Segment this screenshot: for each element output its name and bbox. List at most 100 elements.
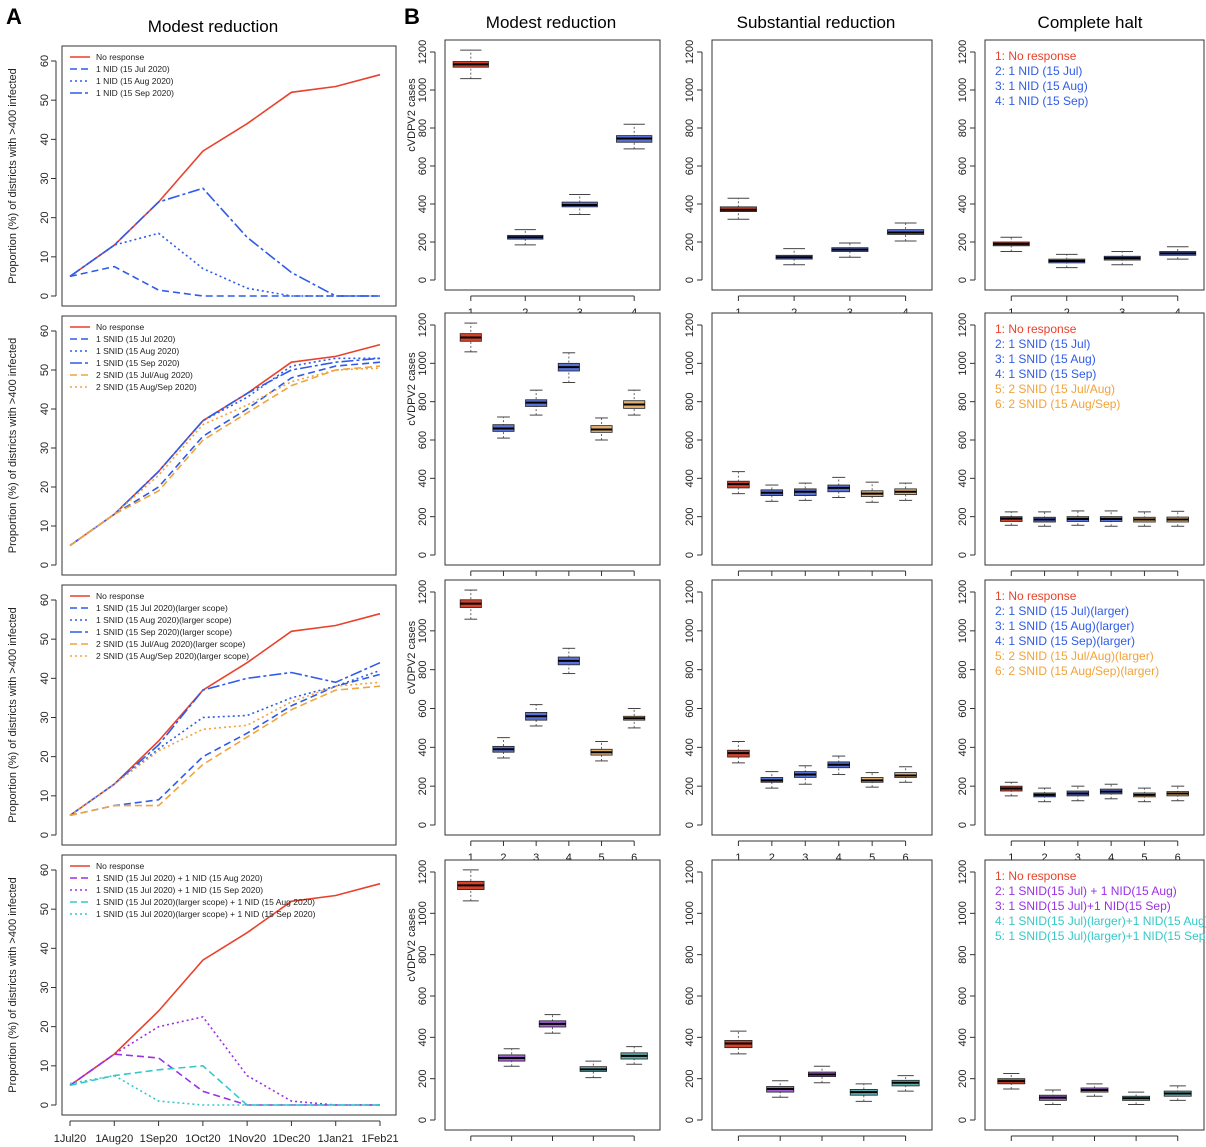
y-axis-label: cVDPV2 cases — [406, 620, 418, 694]
legend-label: No response — [96, 52, 144, 62]
box-plot-frame — [984, 39, 1205, 291]
y-tick-label: 600 — [684, 987, 696, 1005]
legend-label: 2 SNID (15 Aug/Sep 2020) — [96, 382, 197, 392]
y-tick-label: 50 — [39, 364, 51, 376]
y-tick-label: 400 — [684, 469, 696, 487]
x-tick-label: 5 — [1141, 852, 1147, 864]
x-tick-label: 1Nov20 — [228, 1133, 266, 1145]
y-tick-label: 1200 — [684, 40, 696, 64]
legend-label: 3: 1 SNID (15 Aug)(larger) — [995, 619, 1134, 633]
y-tick-label: 400 — [957, 469, 969, 487]
y-tick-label: 1200 — [417, 313, 429, 337]
x-tick-label: 3 — [1075, 852, 1081, 864]
y-tick-label: 1200 — [957, 313, 969, 337]
y-tick-label: 0 — [684, 277, 696, 283]
line-plot-frame — [61, 45, 397, 307]
y-tick-label: 30 — [39, 442, 51, 454]
y-tick-label: 600 — [957, 987, 969, 1005]
y-tick-label: 600 — [417, 431, 429, 449]
legend-label: 4: 1 SNID(15 Jul)(larger)+1 NID(15 Aug) — [995, 914, 1206, 928]
y-tick-label: 600 — [417, 699, 429, 717]
y-tick-label: 20 — [39, 751, 51, 763]
y-tick-label: 1000 — [417, 901, 429, 925]
y-tick-label: 60 — [39, 325, 51, 337]
y-tick-label: 10 — [39, 520, 51, 532]
y-tick-label: 0 — [957, 1117, 969, 1123]
y-tick-label: 0 — [957, 277, 969, 283]
y-tick-label: 800 — [417, 660, 429, 678]
y-tick-label: 0 — [417, 1117, 429, 1123]
y-tick-label: 1200 — [684, 580, 696, 604]
y-tick-label: 60 — [39, 55, 51, 67]
y-tick-label: 200 — [417, 777, 429, 795]
y-tick-label: 0 — [39, 293, 51, 299]
y-tick-label: 800 — [957, 945, 969, 963]
legend-label: 1 SNID (15 Aug 2020) — [96, 346, 179, 356]
series-line — [69, 882, 381, 1087]
y-tick-label: 200 — [684, 507, 696, 525]
y-tick-label: 1000 — [957, 901, 969, 925]
legend-label: 1 NID (15 Sep 2020) — [96, 88, 174, 98]
legend-label: 1 SNID (15 Jul 2020)(larger scope) + 1 N… — [96, 909, 316, 919]
y-tick-label: 200 — [417, 1069, 429, 1087]
y-tick-label: 0 — [417, 822, 429, 828]
legend-label: 1 SNID (15 Jul 2020)(larger scope) + 1 N… — [96, 897, 315, 907]
y-tick-label: 40 — [39, 942, 51, 954]
series-line — [69, 661, 381, 817]
y-tick-label: 400 — [684, 1028, 696, 1046]
y-tick-label: 1000 — [684, 619, 696, 643]
y-tick-label: 1000 — [417, 619, 429, 643]
box-plot-frame — [711, 859, 933, 1131]
x-tick-label: 1Oct20 — [185, 1133, 220, 1145]
y-tick-label: 1200 — [417, 860, 429, 884]
y-tick-label: 400 — [417, 195, 429, 213]
y-tick-label: 60 — [39, 864, 51, 876]
legend-label: 1 NID (15 Jul 2020) — [96, 64, 170, 74]
y-tick-label: 0 — [684, 1117, 696, 1123]
y-tick-label: 1200 — [957, 580, 969, 604]
y-tick-label: 800 — [417, 392, 429, 410]
x-tick-label: 4 — [566, 852, 572, 864]
y-tick-label: 800 — [417, 119, 429, 137]
y-tick-label: 200 — [684, 1069, 696, 1087]
legend-label: 3: 1 NID (15 Aug) — [995, 79, 1088, 93]
y-tick-label: 0 — [684, 552, 696, 558]
y-tick-label: 400 — [957, 1028, 969, 1046]
box-plot-frame — [711, 312, 933, 566]
legend-label: 2 SNID (15 Jul/Aug 2020)(larger scope) — [96, 639, 245, 649]
box-plot-frame — [711, 39, 933, 291]
box-plot-frame — [444, 579, 661, 836]
y-tick-label: 1000 — [684, 901, 696, 925]
x-tick-label: 2 — [500, 852, 506, 864]
x-tick-label: 1Dec20 — [272, 1133, 310, 1145]
legend-label: 5: 1 SNID(15 Jul)(larger)+1 NID(15 Sep) — [995, 929, 1206, 943]
y-tick-label: 40 — [39, 133, 51, 145]
legend-label: 4: 1 NID (15 Sep) — [995, 94, 1088, 108]
y-axis-label: Proportion (%) of districts with >400 in… — [7, 338, 19, 554]
x-tick-label: 5 — [869, 852, 875, 864]
legend-label: 2: 1 SNID (15 Jul)(larger) — [995, 604, 1129, 618]
y-tick-label: 1000 — [684, 78, 696, 102]
legend-label: 3: 1 SNID(15 Jul)+1 NID(15 Sep) — [995, 899, 1171, 913]
y-tick-label: 600 — [684, 699, 696, 717]
y-tick-label: 400 — [684, 738, 696, 756]
y-tick-label: 800 — [684, 392, 696, 410]
y-tick-label: 400 — [684, 195, 696, 213]
x-tick-label: 1 — [1008, 852, 1014, 864]
x-tick-label: 4 — [1108, 852, 1114, 864]
legend-label: 5: 2 SNID (15 Jul/Aug)(larger) — [995, 649, 1154, 663]
y-tick-label: 50 — [39, 633, 51, 645]
y-tick-label: 0 — [39, 562, 51, 568]
y-axis-label: Proportion (%) of districts with >400 in… — [7, 607, 19, 823]
y-tick-label: 0 — [417, 552, 429, 558]
panel-label-a: A — [6, 4, 22, 29]
y-axis-label: cVDPV2 cases — [406, 908, 418, 982]
y-tick-label: 1200 — [957, 860, 969, 884]
box-plot-frame — [984, 859, 1205, 1131]
y-tick-label: 600 — [957, 431, 969, 449]
x-tick-label: 6 — [1175, 852, 1181, 864]
y-tick-label: 1200 — [684, 860, 696, 884]
y-tick-label: 40 — [39, 672, 51, 684]
y-axis-label: cVDPV2 cases — [406, 352, 418, 426]
